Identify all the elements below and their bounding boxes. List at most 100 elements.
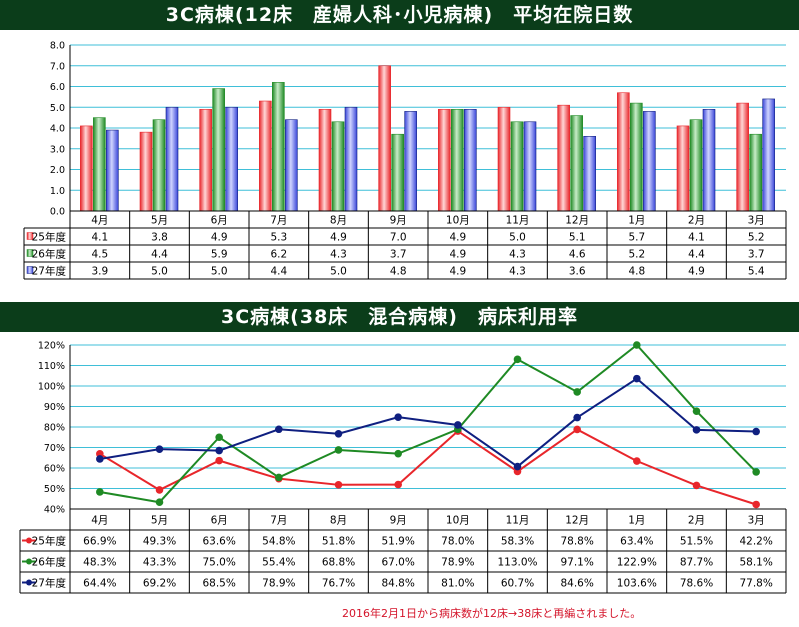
data-label: 5.2 [628, 249, 645, 261]
y-tick-label: 80% [44, 423, 65, 434]
bar [676, 125, 690, 212]
x-tick-label: 1月 [628, 515, 645, 527]
data-label: 4.5 [91, 249, 108, 261]
data-label: 97.1% [560, 557, 593, 569]
data-label: 87.7% [680, 557, 713, 569]
data-point [96, 488, 104, 496]
x-tick-label: 12月 [565, 215, 589, 227]
data-label: 75.0% [202, 557, 235, 569]
data-label: 60.7% [501, 578, 534, 590]
y-tick-label: 3.0 [50, 144, 65, 155]
data-label: 69.2% [143, 578, 176, 590]
data-point [215, 433, 223, 442]
data-label: 113.0% [497, 557, 537, 569]
legend-entry: 27年度 [32, 265, 67, 278]
series-line [99, 377, 757, 468]
data-label: 5.0 [330, 266, 347, 278]
data-label: 4.3 [330, 249, 347, 261]
data-point [334, 429, 343, 438]
data-point [96, 455, 104, 463]
x-tick-label: 1月 [628, 215, 645, 227]
x-tick-label: 10月 [446, 515, 470, 527]
length-of-stay-bar-chart: 0.0 1.0 2.0 3.0 4.0 5.0 6.0 7.0 8.0 4月 5月 6月 7月 8月 9月 1… [23, 41, 787, 280]
series-line [99, 428, 757, 506]
legend-swatch [26, 266, 34, 274]
data-point [275, 425, 283, 434]
legend-entry: 25年度 [32, 231, 67, 244]
data-point [573, 425, 581, 434]
data-point [394, 449, 402, 458]
y-tick-label: 40% [44, 505, 65, 516]
bar [318, 109, 332, 212]
data-point [334, 446, 343, 454]
data-label: 4.6 [569, 249, 586, 261]
legend-swatch [26, 249, 34, 257]
bar [344, 106, 358, 212]
footnote: 2016年2月1日から病床数が12床→38床と再編されました。 [342, 607, 642, 620]
data-label: 6.2 [270, 249, 287, 261]
data-label: 81.0% [441, 578, 474, 590]
data-label: 4.9 [449, 266, 466, 278]
x-tick-label: 6月 [211, 515, 228, 527]
bar [285, 119, 298, 212]
data-label: 63.4% [620, 536, 653, 548]
data-label: 4.4 [151, 249, 168, 261]
data-label: 4.4 [688, 249, 705, 261]
data-label: 4.8 [628, 266, 645, 278]
data-label: 4.9 [688, 266, 705, 278]
data-label: 78.9% [441, 557, 474, 569]
data-label: 3.6 [569, 266, 586, 278]
data-label: 63.6% [202, 536, 235, 548]
data-point [752, 500, 760, 509]
y-tick-label: 60% [44, 464, 65, 475]
bar [165, 106, 179, 212]
bed-occupancy-line-chart: 40% 50% 60% 70% 80% 90% 100% 110% 120% 4月 5月 6月 7月 8月… [19, 341, 787, 594]
data-label: 84.6% [560, 578, 593, 590]
data-point [573, 388, 581, 396]
y-tick-label: 5.0 [50, 103, 65, 114]
bar [630, 102, 643, 212]
y-tick-label: 50% [44, 484, 65, 495]
data-label: 68.8% [322, 557, 355, 569]
x-tick-label: 8月 [330, 515, 347, 527]
data-label: 78.0% [441, 536, 474, 548]
data-label: 4.3 [509, 266, 526, 278]
data-point [752, 427, 760, 436]
data-label: 58.1% [739, 557, 772, 569]
y-tick-label: 100% [38, 382, 65, 393]
legend-entry: 25年度 [32, 535, 67, 548]
data-label: 4.3 [509, 249, 526, 261]
data-point [215, 446, 223, 455]
bar [331, 121, 345, 212]
data-label: 5.9 [211, 249, 228, 261]
data-label: 4.1 [91, 232, 108, 244]
data-point [215, 456, 223, 465]
data-label: 5.4 [748, 266, 765, 278]
bar [749, 133, 762, 212]
legend-swatch [26, 558, 32, 565]
data-point [513, 462, 522, 471]
data-label: 58.3% [501, 536, 534, 548]
data-label: 4.9 [449, 232, 466, 244]
data-point [155, 445, 164, 453]
bar [378, 65, 391, 212]
data-label: 77.8% [739, 578, 772, 590]
x-tick-label: 11月 [506, 215, 530, 227]
data-point [155, 498, 164, 507]
bar [272, 82, 285, 212]
data-label: 5.7 [628, 232, 645, 244]
x-tick-label: 8月 [330, 215, 347, 227]
bar [152, 119, 166, 212]
data-point [692, 426, 701, 434]
data-label: 4.9 [330, 232, 347, 244]
data-label: 5.0 [509, 232, 526, 244]
y-tick-label: 120% [38, 341, 65, 352]
legend-swatch [26, 537, 32, 544]
bar [497, 106, 511, 212]
x-tick-label: 11月 [506, 515, 530, 527]
bar [643, 111, 656, 212]
data-point [692, 407, 701, 416]
y-tick-label: 1.0 [50, 186, 65, 197]
y-tick-label: 0.0 [50, 207, 65, 218]
bar [212, 88, 225, 212]
